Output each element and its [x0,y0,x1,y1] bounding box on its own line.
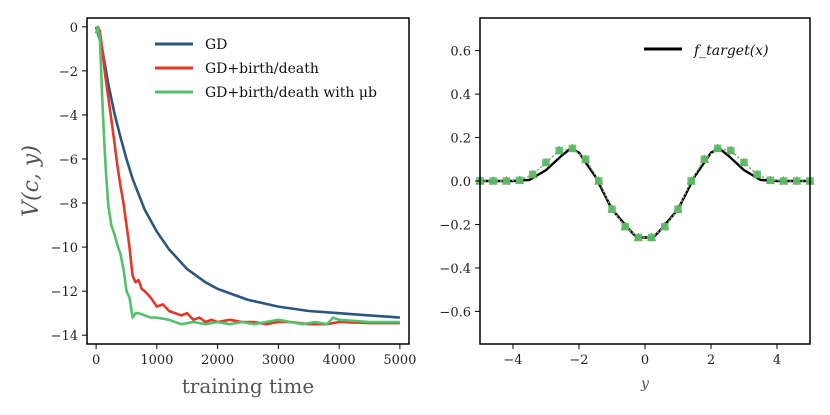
right-chart-panel: −4 −2 0 2 4 0.6 0.4 0.2 0.0 −0.2 −0.4 −0.6 y f_tar… [439,17,815,392]
legend-label-gd: GD [205,37,227,53]
x-tick-label: 4 [773,353,781,368]
left-xlabel: training time [182,374,314,398]
y-tick-label: −6 [59,153,78,168]
x-tick-label: 5000 [383,353,416,368]
data-point-square [502,177,511,185]
left-plot-frame [86,17,410,345]
legend-label-ftarget: f_target(x) [693,43,769,59]
data-point-square [713,144,722,153]
y-tick-label: 0.0 [450,175,471,190]
series-line-ftarget [480,147,810,239]
left-ylabel: V(c, y) [19,145,44,217]
data-point-square [581,155,590,164]
y-tick-label: −0.4 [439,262,471,277]
series-line-gd-birth-death-with-b [94,25,400,326]
data-point-square [687,177,695,185]
right-legend: f_target(x) [644,43,769,59]
y-tick-label: 0.6 [450,45,471,60]
data-point-square [779,177,788,185]
x-tick-label: 4000 [323,353,356,368]
series-dotted-line [480,147,810,239]
data-point-square [568,144,577,153]
x-tick-label: −2 [569,353,588,368]
x-tick-label: 2000 [201,353,234,368]
y-tick-label: −0.6 [439,305,471,320]
x-tick-label: 2 [707,353,715,368]
series-line-gd-birth-death [94,25,400,326]
data-point-square [793,177,801,185]
data-point-square [515,176,524,185]
data-point-square [727,146,735,155]
y-tick-label: 0.2 [450,132,471,147]
data-point-square [661,222,669,231]
y-tick-label: −10 [51,241,78,256]
legend-label-birth-death-mub: GD+birth/death with μb [205,85,377,101]
legend-label-birth-death: GD+birth/death [205,61,319,77]
x-tick-label: 0 [641,353,649,368]
left-legend: GD GD+birth/death GD+birth/death with μb [155,37,377,101]
data-point-square [753,170,761,179]
x-tick-label: 0 [92,353,100,368]
y-tick-label: −0.2 [439,218,471,233]
y-tick-label: −2 [59,65,78,80]
data-point-square [740,158,748,167]
data-point-square [489,177,497,185]
data-point-square [700,155,709,164]
y-tick-label: −8 [59,197,78,212]
series-line-gd [94,26,400,319]
data-point-square [608,205,616,214]
data-point-square [621,222,629,231]
data-point-square [674,205,682,214]
x-tick-label: 1000 [140,353,173,368]
left-chart-panel: 0 1000 2000 3000 4000 5000 0 −2 −4 −6 −8 −10 −12 −14… [19,17,416,398]
data-point-square [542,158,550,167]
y-tick-label: −14 [51,329,78,344]
y-tick-label: −12 [51,285,78,300]
data-point-square [555,146,563,155]
data-point-square [766,176,775,185]
y-tick-label: 0 [70,21,78,36]
series-dotted-line [480,147,810,239]
data-point-square [595,177,603,185]
x-tick-label: −4 [503,353,522,368]
y-tick-label: −4 [59,109,78,124]
data-point-square [634,233,643,242]
x-tick-label: 3000 [262,353,295,368]
data-point-square [529,170,537,179]
right-xlabel: y [640,376,650,392]
data-point-square [647,233,656,242]
y-tick-label: 0.4 [450,88,471,103]
